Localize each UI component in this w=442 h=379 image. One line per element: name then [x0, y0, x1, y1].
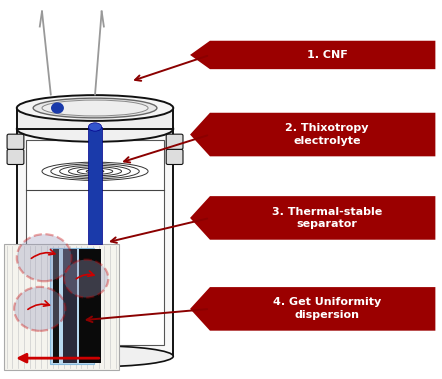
Text: 1. CNF: 1. CNF: [307, 50, 347, 60]
FancyBboxPatch shape: [79, 249, 101, 363]
FancyBboxPatch shape: [4, 244, 119, 370]
FancyBboxPatch shape: [166, 134, 183, 149]
FancyBboxPatch shape: [7, 134, 24, 149]
Ellipse shape: [17, 116, 173, 142]
Circle shape: [14, 287, 65, 331]
Ellipse shape: [17, 95, 173, 121]
FancyBboxPatch shape: [26, 140, 164, 345]
Text: 4. Get Uniformity
dispersion: 4. Get Uniformity dispersion: [273, 298, 381, 320]
Ellipse shape: [17, 346, 173, 367]
FancyBboxPatch shape: [53, 249, 59, 363]
FancyBboxPatch shape: [88, 127, 102, 244]
Text: 3. Thermal-stable
separator: 3. Thermal-stable separator: [272, 207, 382, 229]
Ellipse shape: [42, 100, 148, 116]
Polygon shape: [190, 113, 435, 157]
FancyBboxPatch shape: [50, 248, 94, 364]
Ellipse shape: [33, 98, 157, 118]
FancyBboxPatch shape: [166, 149, 183, 164]
Circle shape: [17, 234, 72, 281]
FancyBboxPatch shape: [7, 149, 24, 164]
Polygon shape: [190, 41, 435, 69]
Ellipse shape: [18, 346, 172, 367]
Circle shape: [64, 260, 108, 298]
FancyBboxPatch shape: [17, 129, 173, 356]
Polygon shape: [190, 196, 435, 240]
Text: 2. Thixotropy
electrolyte: 2. Thixotropy electrolyte: [286, 123, 369, 146]
Polygon shape: [190, 287, 435, 330]
FancyBboxPatch shape: [17, 108, 173, 129]
FancyBboxPatch shape: [64, 249, 77, 363]
Ellipse shape: [88, 123, 102, 131]
Circle shape: [52, 103, 63, 113]
